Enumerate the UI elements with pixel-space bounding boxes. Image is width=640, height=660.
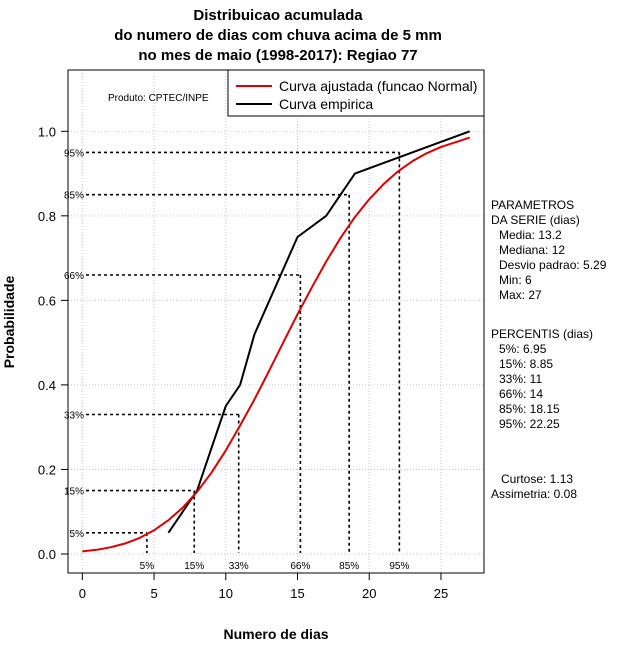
chart-title-line: Distribuicao acumulada [193, 7, 363, 24]
y-tick-label: 0.4 [38, 378, 56, 393]
chart-title: Distribuicao acumulada do numero de dias… [0, 6, 556, 66]
series-lines [82, 130, 471, 553]
legend-label-empirical: Curva empirica [279, 96, 373, 112]
param-media: Media: 13.2 [499, 228, 562, 242]
param-heading: DA SERIE (dias) [491, 213, 580, 227]
percentile-y-label: 33% [64, 410, 84, 421]
percentil-item: 85%: 18.15 [499, 402, 560, 416]
percentile-guides: 5% 5% 15% 15% 33% 33% 66% 66% 85% 85% 95% 95% [64, 148, 409, 572]
percentil-item: 95%: 22.25 [499, 417, 560, 431]
percentile-y-label: 95% [64, 148, 84, 159]
legend-label-fitted: Curva ajustada (funcao Normal) [279, 78, 477, 94]
percentile-y-label: 5% [70, 529, 85, 540]
x-axis-label: Numero de dias [223, 626, 328, 642]
param-mediana: Mediana: 12 [499, 243, 566, 257]
percentil-item: 15%: 8.85 [499, 357, 554, 371]
legend: Curva ajustada (funcao Normal) Curva emp… [227, 69, 485, 117]
percentile-x-label: 85% [339, 561, 359, 572]
series-parameters: PARAMETROS DA SERIE (dias) Media: 13.2 M… [491, 198, 606, 303]
percentil-item: 5%: 6.95 [499, 342, 547, 356]
y-tick-label: 0.8 [38, 209, 56, 224]
y-axis-label: Probabilidade [1, 276, 17, 369]
grid [68, 70, 484, 573]
percentile-x-label: 33% [229, 561, 249, 572]
y-tick-label: 0.0 [38, 547, 56, 562]
percentile-values: PERCENTIS (dias) 5%: 6.95 15%: 8.85 33%:… [491, 327, 593, 432]
percentil-item: 33%: 11 [499, 372, 543, 386]
y-tick-label: 0.2 [38, 462, 56, 477]
chart-title-line: do numero de dias com chuva acima de 5 m… [114, 27, 442, 44]
credit-label: Produto: CPTEC/INPE [108, 93, 209, 104]
param-heading: PARAMETROS [491, 198, 575, 212]
percentile-y-label: 66% [64, 271, 84, 282]
chart-title-line: no mes de maio (1998-2017): Regiao 77 [138, 47, 418, 64]
percentile-x-label: 66% [290, 561, 310, 572]
x-tick-label: 10 [219, 586, 233, 601]
x-tick-label: 15 [290, 586, 304, 601]
x-tick-label: 5 [150, 586, 157, 601]
shape-statistics: Curtose: 1.13 Assimetria: 0.08 [491, 472, 577, 502]
assimetria-value: Assimetria: 0.08 [491, 487, 578, 501]
x-tick-label: 20 [362, 586, 376, 601]
axes: 0 5 10 15 20 25 0.0 0.2 0.4 0.6 0.8 1.0 [38, 124, 448, 601]
percentile-x-label: 95% [389, 561, 409, 572]
param-max: Max: 27 [499, 288, 542, 302]
x-tick-label: 25 [434, 586, 448, 601]
percentil-item: 66%: 14 [499, 387, 544, 401]
fitted-normal-curve [82, 136, 471, 553]
curtose-value: Curtose: 1.13 [501, 472, 574, 486]
percentile-x-label: 15% [184, 561, 204, 572]
percentile-y-label: 15% [64, 487, 84, 498]
plot-frame [67, 69, 485, 574]
percentis-heading: PERCENTIS (dias) [491, 327, 594, 341]
x-tick-label: 0 [79, 586, 86, 601]
legend-box [227, 69, 485, 117]
y-tick-label: 0.6 [38, 293, 56, 308]
empirical-curve [167, 130, 471, 534]
param-min: Min: 6 [499, 273, 532, 287]
percentile-x-label: 5% [140, 561, 155, 572]
percentile-y-label: 85% [64, 191, 84, 202]
param-desvio: Desvio padrao: 5.29 [499, 258, 607, 272]
y-tick-label: 1.0 [38, 124, 56, 139]
